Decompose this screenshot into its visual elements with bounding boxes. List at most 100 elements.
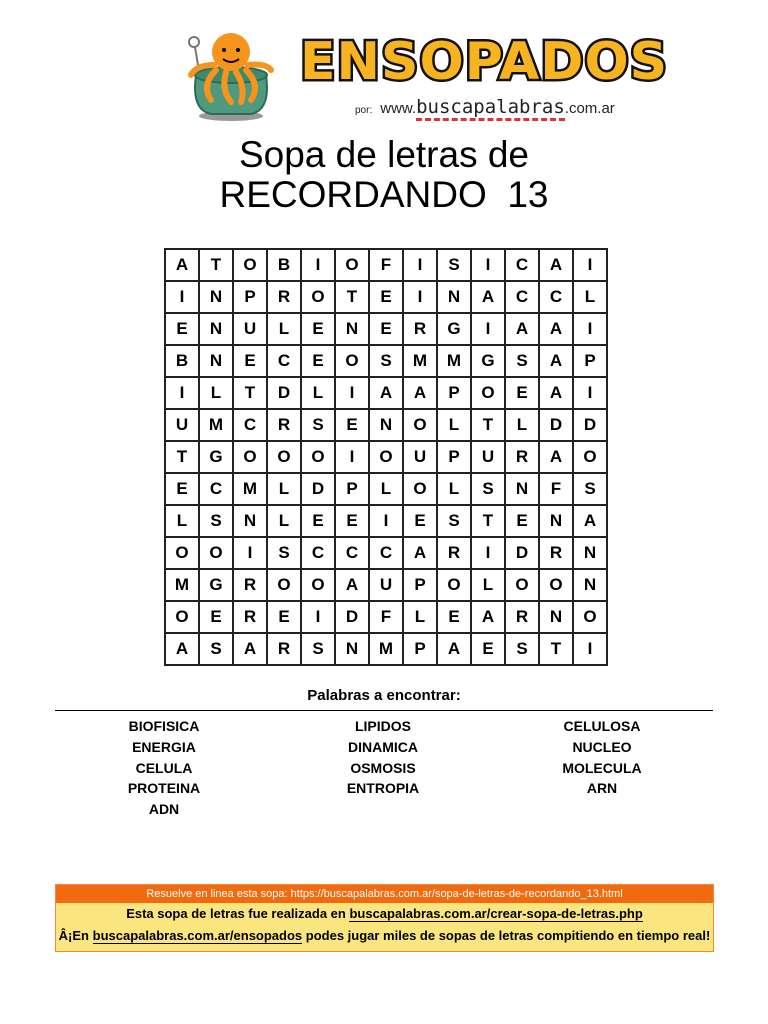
grid-cell[interactable]: N <box>334 312 370 346</box>
grid-cell[interactable]: T <box>470 408 506 442</box>
grid-cell[interactable]: G <box>198 440 234 474</box>
grid-cell[interactable]: L <box>300 376 336 410</box>
grid-cell[interactable]: R <box>266 408 302 442</box>
grid-cell[interactable]: D <box>300 472 336 506</box>
grid-cell[interactable]: M <box>402 344 438 378</box>
grid-cell[interactable]: U <box>368 568 404 602</box>
grid-cell[interactable]: O <box>470 376 506 410</box>
grid-cell[interactable]: C <box>300 536 336 570</box>
grid-cell[interactable]: L <box>436 472 472 506</box>
grid-cell[interactable]: D <box>538 408 574 442</box>
grid-cell[interactable]: I <box>402 248 438 282</box>
create-link[interactable]: buscapalabras.com.ar/crear-sopa-de-letra… <box>349 906 643 922</box>
grid-cell[interactable]: S <box>504 632 540 666</box>
grid-cell[interactable]: I <box>572 632 608 666</box>
grid-cell[interactable]: S <box>300 408 336 442</box>
grid-cell[interactable]: C <box>504 248 540 282</box>
grid-cell[interactable]: I <box>368 504 404 538</box>
grid-cell[interactable]: A <box>402 376 438 410</box>
grid-cell[interactable]: O <box>266 440 302 474</box>
grid-cell[interactable]: E <box>436 600 472 634</box>
grid-cell[interactable]: G <box>436 312 472 346</box>
grid-cell[interactable]: C <box>504 280 540 314</box>
grid-cell[interactable]: C <box>368 536 404 570</box>
grid-cell[interactable]: T <box>198 248 234 282</box>
grid-cell[interactable]: N <box>198 280 234 314</box>
grid-cell[interactable]: O <box>334 248 370 282</box>
grid-cell[interactable]: N <box>538 600 574 634</box>
grid-cell[interactable]: I <box>402 280 438 314</box>
grid-cell[interactable]: O <box>572 600 608 634</box>
grid-cell[interactable]: A <box>504 312 540 346</box>
grid-cell[interactable]: L <box>470 568 506 602</box>
grid-cell[interactable]: M <box>198 408 234 442</box>
grid-cell[interactable]: R <box>266 632 302 666</box>
grid-cell[interactable]: O <box>572 440 608 474</box>
grid-cell[interactable]: O <box>334 344 370 378</box>
grid-cell[interactable]: E <box>300 344 336 378</box>
grid-cell[interactable]: I <box>572 312 608 346</box>
grid-cell[interactable]: R <box>538 536 574 570</box>
grid-cell[interactable]: P <box>402 632 438 666</box>
grid-cell[interactable]: T <box>164 440 200 474</box>
grid-cell[interactable]: T <box>232 376 268 410</box>
grid-cell[interactable]: E <box>198 600 234 634</box>
grid-cell[interactable]: I <box>470 536 506 570</box>
grid-cell[interactable]: O <box>164 536 200 570</box>
grid-cell[interactable]: L <box>572 280 608 314</box>
grid-cell[interactable]: P <box>572 344 608 378</box>
grid-cell[interactable]: S <box>198 632 234 666</box>
grid-cell[interactable]: R <box>402 312 438 346</box>
grid-cell[interactable]: U <box>402 440 438 474</box>
grid-cell[interactable]: E <box>334 408 370 442</box>
grid-cell[interactable]: N <box>572 536 608 570</box>
grid-cell[interactable]: O <box>164 600 200 634</box>
grid-cell[interactable]: P <box>436 376 472 410</box>
grid-cell[interactable]: I <box>232 536 268 570</box>
ensopados-link[interactable]: buscapalabras.com.ar/ensopados <box>92 928 303 944</box>
grid-cell[interactable]: A <box>538 440 574 474</box>
grid-cell[interactable]: U <box>164 408 200 442</box>
grid-cell[interactable]: S <box>470 472 506 506</box>
grid-cell[interactable]: E <box>300 504 336 538</box>
grid-cell[interactable]: L <box>266 312 302 346</box>
grid-cell[interactable]: R <box>232 600 268 634</box>
grid-cell[interactable]: A <box>402 536 438 570</box>
grid-cell[interactable]: S <box>198 504 234 538</box>
grid-cell[interactable]: T <box>470 504 506 538</box>
grid-cell[interactable]: R <box>436 536 472 570</box>
grid-cell[interactable]: T <box>334 280 370 314</box>
grid-cell[interactable]: M <box>232 472 268 506</box>
solve-online-link[interactable]: Resuelve en linea esta sopa: https://bus… <box>56 885 713 903</box>
grid-cell[interactable]: O <box>402 472 438 506</box>
grid-cell[interactable]: A <box>538 376 574 410</box>
grid-cell[interactable]: C <box>538 280 574 314</box>
grid-cell[interactable]: A <box>436 632 472 666</box>
grid-cell[interactable]: A <box>538 344 574 378</box>
grid-cell[interactable]: U <box>470 440 506 474</box>
grid-cell[interactable]: E <box>300 312 336 346</box>
grid-cell[interactable]: A <box>164 248 200 282</box>
grid-cell[interactable]: L <box>402 600 438 634</box>
grid-cell[interactable]: M <box>436 344 472 378</box>
grid-cell[interactable]: L <box>266 504 302 538</box>
grid-cell[interactable]: L <box>198 376 234 410</box>
grid-cell[interactable]: O <box>266 568 302 602</box>
grid-cell[interactable]: I <box>300 600 336 634</box>
grid-cell[interactable]: R <box>232 568 268 602</box>
grid-cell[interactable]: G <box>470 344 506 378</box>
grid-cell[interactable]: S <box>504 344 540 378</box>
grid-cell[interactable]: O <box>232 248 268 282</box>
grid-cell[interactable]: N <box>538 504 574 538</box>
grid-cell[interactable]: B <box>164 344 200 378</box>
grid-cell[interactable]: S <box>266 536 302 570</box>
grid-cell[interactable]: O <box>504 568 540 602</box>
grid-cell[interactable]: I <box>300 248 336 282</box>
grid-cell[interactable]: I <box>470 312 506 346</box>
grid-cell[interactable]: N <box>334 632 370 666</box>
grid-cell[interactable]: I <box>164 376 200 410</box>
grid-cell[interactable]: S <box>572 472 608 506</box>
grid-cell[interactable]: E <box>470 632 506 666</box>
grid-cell[interactable]: I <box>572 248 608 282</box>
grid-cell[interactable]: T <box>538 632 574 666</box>
